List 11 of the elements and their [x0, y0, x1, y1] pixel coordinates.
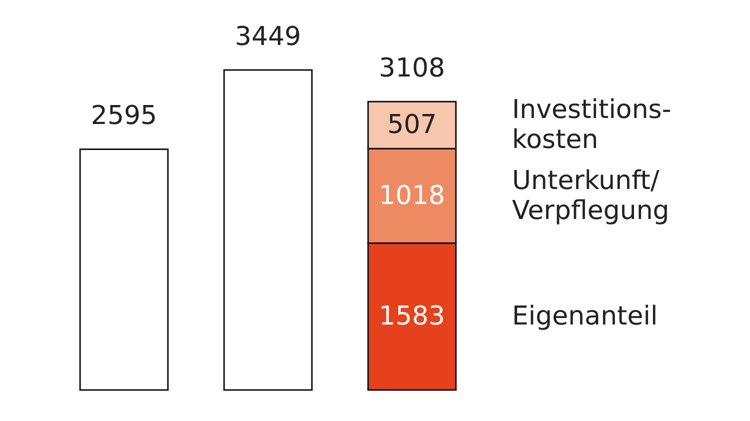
bar — [223, 69, 313, 391]
text: Eigenanteil — [512, 302, 658, 332]
text: Unterkunft/Verpflegung — [512, 166, 670, 226]
data-label: 2595 — [90, 101, 158, 132]
total-label: 3108 — [378, 54, 446, 84]
data-label: 3449 — [234, 22, 302, 52]
data-label: 1018 — [378, 180, 446, 211]
data-label: 507 — [387, 110, 437, 140]
text: Investitions-kosten — [512, 95, 672, 156]
bar — [79, 148, 169, 391]
data-label: 1583 — [378, 302, 446, 332]
